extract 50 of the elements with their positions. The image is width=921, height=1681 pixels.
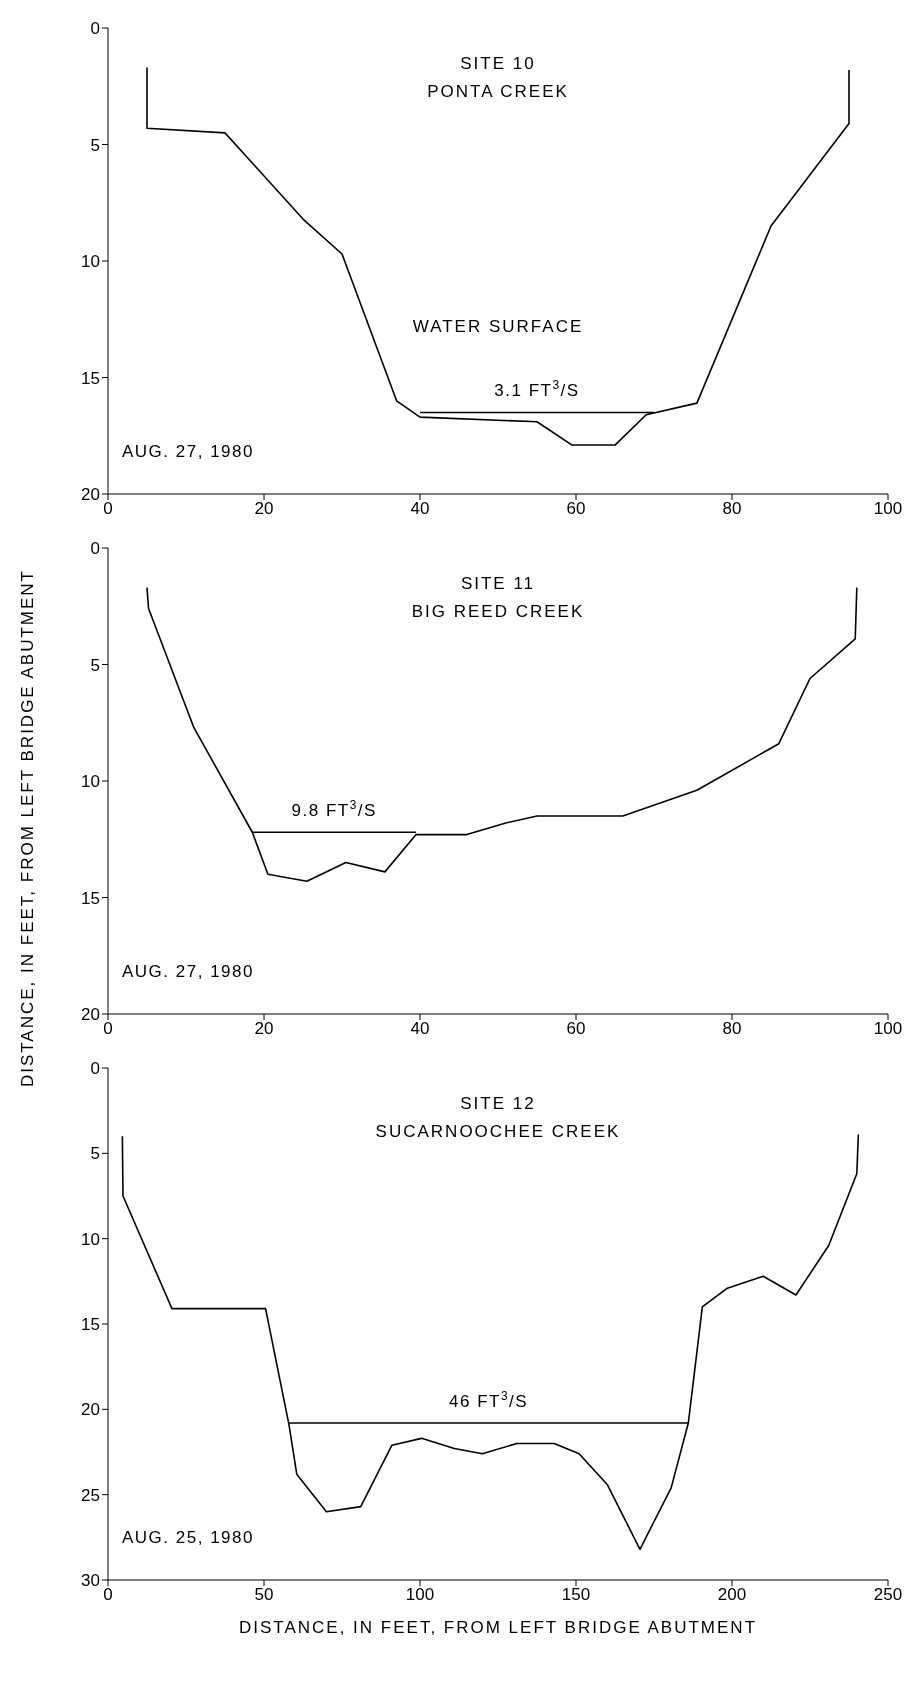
x-tick-label: 20 (254, 499, 274, 519)
x-tick-label: 200 (717, 1585, 747, 1605)
text: PONTA CREEK (426, 81, 570, 103)
annotation: AUG. 25, 1980 (122, 1528, 254, 1548)
y-tick-label: 0 (90, 539, 100, 559)
annotation: WATER SURFACE (411, 316, 585, 337)
x-tick-label: 80 (722, 499, 742, 519)
y-axis-title: DISTANCE, IN FEET, FROM LEFT BRIDGE ABUTMENT (18, 568, 38, 1088)
annotation: AUG. 27, 1980 (122, 442, 254, 462)
x-tick-label: 100 (873, 1019, 903, 1039)
y-tick-label: 5 (90, 655, 100, 675)
x-tick-label: 150 (561, 1585, 591, 1605)
y-tick-label: 25 (81, 1485, 100, 1505)
text: BIG REED CREEK (410, 601, 586, 623)
annotation: AUG. 27, 1980 (122, 962, 254, 982)
y-tick-label: 10 (81, 772, 100, 792)
x-tick-label: 100 (405, 1585, 435, 1605)
y-tick-label: 20 (81, 1005, 100, 1025)
text: SITE 10 (459, 53, 537, 75)
y-tick-label: 5 (90, 1144, 100, 1164)
x-tick-label: 80 (722, 1019, 742, 1039)
x-tick-label: 60 (566, 1019, 586, 1039)
series-label: 3.1 FT$^{3}$/S (494, 378, 580, 401)
x-tick-label: 20 (254, 1019, 274, 1039)
x-tick-label: 250 (873, 1585, 903, 1605)
text: SITE 12 (459, 1093, 537, 1115)
series-label: 46 FT$^{3}$/S (449, 1388, 529, 1411)
y-tick-label: 15 (81, 368, 100, 388)
y-tick-label: 20 (81, 485, 100, 505)
x-tick-label: 0 (103, 499, 113, 519)
y-tick-label: 20 (81, 1400, 100, 1420)
text: SITE 11 (459, 573, 537, 595)
y-tick-label: 0 (90, 1059, 100, 1079)
text: SUCARNOOCHEE CREEK (374, 1121, 622, 1143)
x-tick-label: 0 (103, 1019, 113, 1039)
x-tick-label: 100 (873, 499, 903, 519)
y-tick-label: 5 (90, 135, 100, 155)
series-label: 9.8 FT$^{3}$/S (291, 798, 377, 821)
x-tick-label: 40 (410, 1019, 430, 1039)
x-tick-label: 60 (566, 499, 586, 519)
y-tick-label: 30 (81, 1571, 100, 1591)
x-axis-title: DISTANCE, IN FEET, FROM LEFT BRIDGE ABUTMENT (237, 1618, 759, 1638)
x-tick-label: 40 (410, 499, 430, 519)
y-tick-label: 10 (81, 1229, 100, 1249)
x-tick-label: 0 (103, 1585, 113, 1605)
y-tick-label: 15 (81, 888, 100, 908)
y-tick-label: 10 (81, 252, 100, 272)
y-tick-label: 15 (81, 1315, 100, 1335)
x-tick-label: 50 (254, 1585, 274, 1605)
y-tick-label: 0 (90, 19, 100, 39)
